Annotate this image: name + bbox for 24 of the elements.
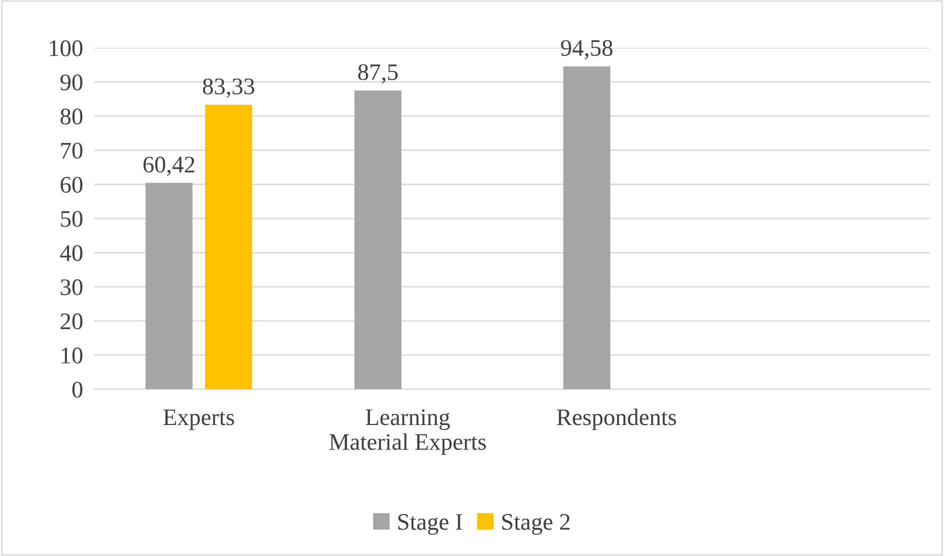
y-tick-label: 100 (50, 40, 82, 56)
x-tick-label: Learning Material Experts (329, 409, 486, 455)
legend-label: Stage I (398, 514, 462, 535)
y-tick-label: 60 (60, 176, 82, 193)
legend-label: Stage 2 (502, 514, 570, 535)
y-tick-label: 20 (60, 313, 82, 330)
data-label: 94,58 (560, 40, 612, 60)
data-label: 83,33 (202, 78, 254, 98)
y-tick-label: 0 (72, 382, 82, 398)
y-tick-label: 50 (61, 211, 82, 227)
y-tick-label: 70 (61, 142, 82, 159)
bar (205, 104, 252, 390)
data-label: 87,5 (358, 64, 398, 84)
x-tick-label: Experts (163, 410, 234, 430)
y-tick-label: 90 (60, 74, 82, 90)
data-label: 60,42 (144, 156, 194, 176)
x-tick-label: Respondents (556, 408, 676, 430)
y-tick-label: 10 (62, 348, 82, 364)
bar (354, 90, 402, 390)
y-tick-label: 40 (60, 245, 82, 262)
bar (146, 182, 193, 390)
bar (563, 66, 610, 390)
y-tick-label: 80 (60, 108, 82, 125)
y-tick-label: 30 (60, 279, 82, 296)
